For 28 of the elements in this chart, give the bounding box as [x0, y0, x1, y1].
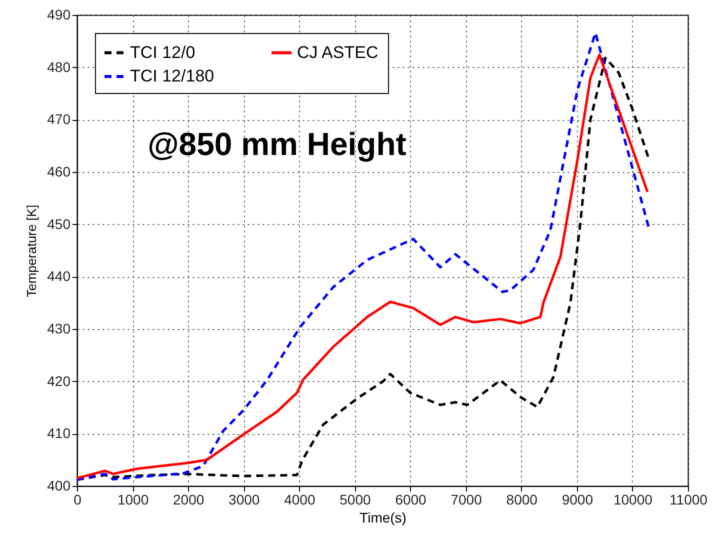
y-tick-label: 440 — [47, 268, 71, 284]
legend-label: TCI 12/0 — [130, 42, 196, 62]
x-tick-label: 5000 — [340, 492, 372, 508]
y-tick-label: 420 — [47, 372, 71, 389]
y-tick-label: 490 — [47, 6, 71, 22]
x-tick-label: 1000 — [117, 492, 149, 508]
x-tick-label: 3000 — [228, 492, 260, 508]
y-tick-label: 450 — [47, 216, 71, 232]
x-tick-label: 8000 — [506, 492, 538, 508]
x-tick-label: 0 — [74, 492, 82, 508]
y-axis-title: Temperature [K] — [24, 204, 40, 298]
x-tick-label: 11000 — [670, 492, 708, 508]
annotation: @850 mm Height — [148, 126, 407, 162]
y-tick-label: 400 — [47, 478, 71, 494]
x-tick-label: 9000 — [562, 492, 594, 508]
x-tick-label: 6000 — [395, 492, 427, 508]
legend-label: CJ ASTEC — [297, 42, 378, 62]
y-tick-label: 460 — [47, 164, 71, 180]
y-tick-label: 430 — [47, 320, 71, 336]
x-axis-title: Time(s) — [360, 510, 406, 526]
x-tick-label: 2000 — [173, 492, 204, 508]
y-tick-label: 470 — [47, 111, 71, 128]
y-tick-label: 410 — [47, 425, 71, 442]
legend-label: TCI 12/180 — [130, 66, 214, 86]
x-tick-label: 10000 — [613, 492, 653, 508]
x-tick-label: 7000 — [450, 492, 482, 508]
x-tick-label: 4000 — [284, 492, 316, 508]
y-tick-label: 480 — [47, 58, 71, 75]
